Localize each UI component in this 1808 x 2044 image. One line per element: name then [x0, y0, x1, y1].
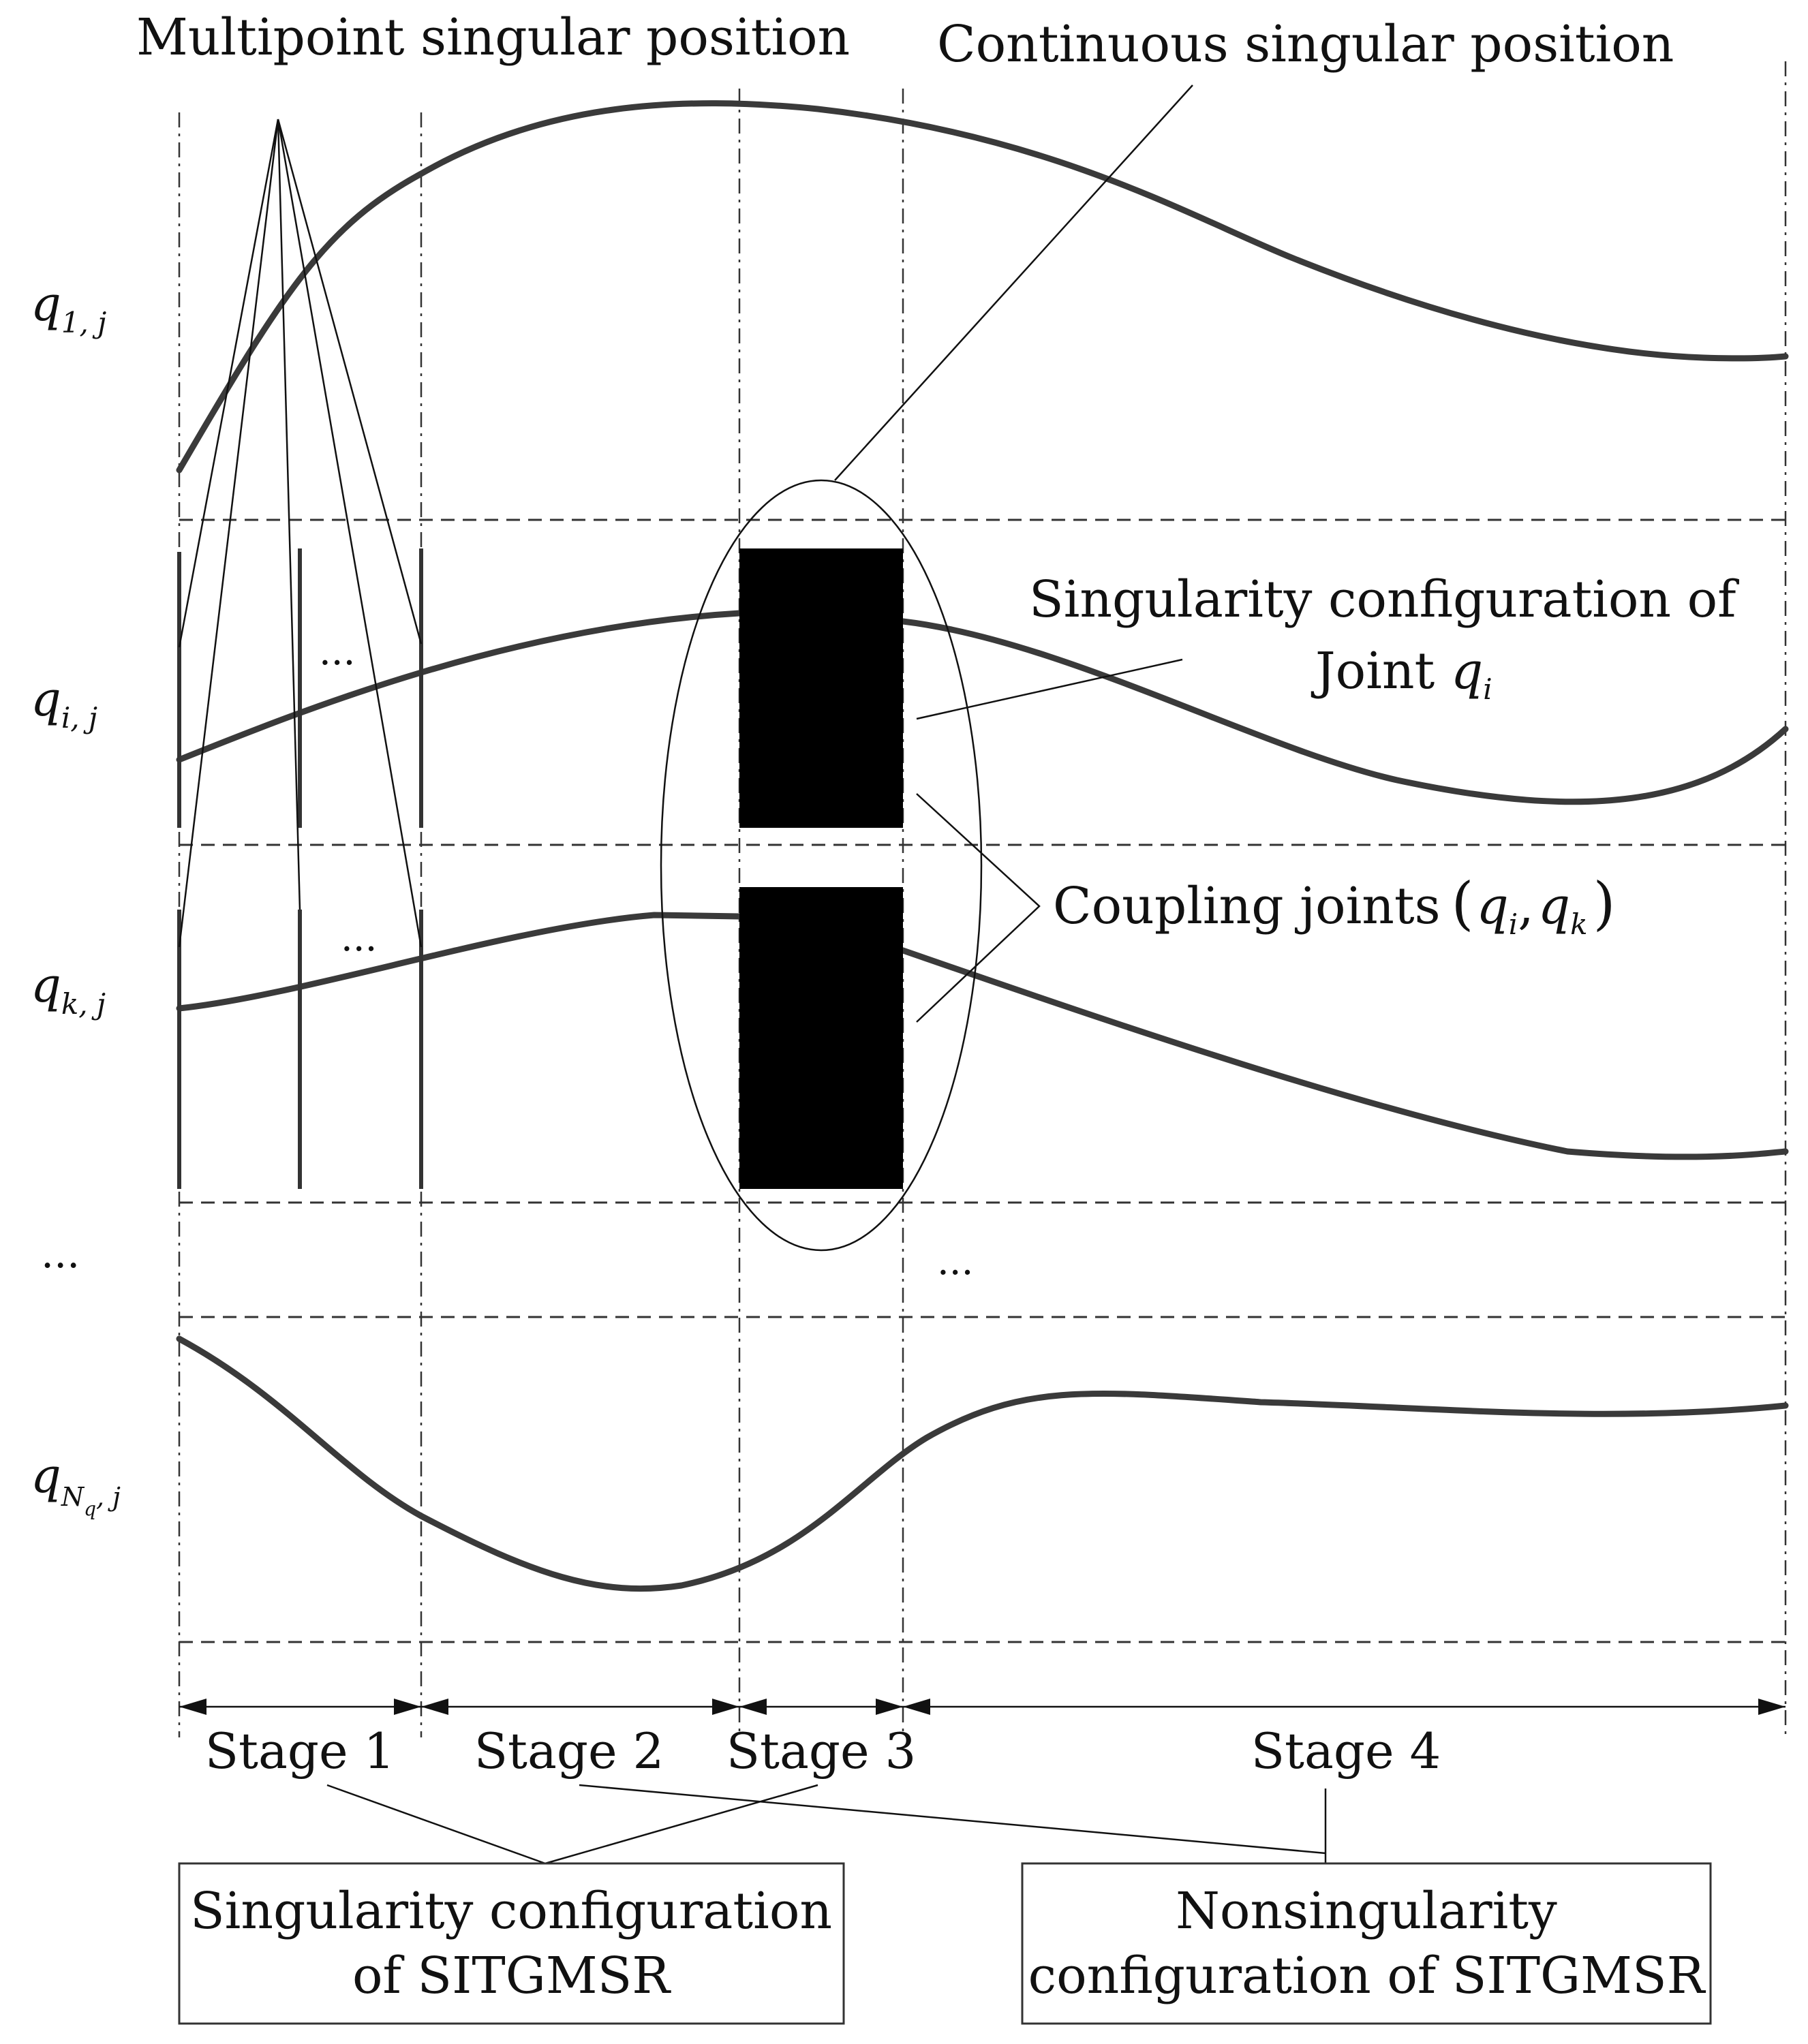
curve-qkj: [176, 912, 1789, 1160]
coupling-annotation: Coupling joints (qi,qk): [1053, 870, 1615, 941]
box-nonsingular: [1021, 1862, 1712, 2025]
stage-4-label: Stage 4: [1251, 1722, 1441, 1780]
stage-3-label: Stage 3: [726, 1722, 917, 1780]
box-singular-line1: Singularity configuration: [190, 1882, 832, 1940]
stage-box-leaders: [326, 1784, 1327, 1865]
singular-block-qi: [739, 548, 903, 828]
title-continuous: Continuous singular position: [937, 15, 1674, 74]
multipoint-leader-lines: [178, 119, 423, 948]
label-q1j: q1, j: [31, 276, 106, 339]
ellipsis-row-k: ...: [341, 916, 377, 960]
row-separators: [179, 518, 1786, 1643]
curve-qNqj: [176, 1335, 1789, 1592]
label-row-ellipsis: ...: [41, 1230, 80, 1278]
ellipsis-center: ...: [937, 1239, 973, 1284]
box-nonsingular-line2: configuration of SITGMSR: [1028, 1947, 1706, 2005]
stage-2-label: Stage 2: [474, 1722, 664, 1780]
label-qkj: qk, j: [31, 957, 106, 1021]
curve-q1j: [176, 100, 1789, 474]
continuous-leader: [834, 84, 1193, 481]
box-singular: [178, 1862, 845, 2025]
singular-block-qk: [739, 887, 903, 1189]
box-singular-line2: of SITGMSR: [352, 1947, 671, 2005]
label-qij: qi, j: [31, 671, 97, 734]
label-qNqj: qNq, j: [31, 1448, 121, 1520]
curve-qij: [176, 610, 1789, 805]
joint-annotation-line2: Joint qi: [1311, 642, 1492, 706]
stage-1-label: Stage 1: [205, 1722, 395, 1780]
multipoint-ticks: [177, 548, 423, 1189]
coupling-leader: [916, 793, 1041, 1023]
continuous-singular-ellipse: [660, 479, 983, 1252]
joint-leader: [916, 658, 1183, 720]
joint-annotation-line1: Singularity configuration of: [1029, 570, 1739, 629]
ellipsis-row-i: ...: [319, 630, 355, 674]
box-nonsingular-line1: Nonsingularity: [1176, 1882, 1557, 1940]
title-multipoint: Multipoint singular position: [136, 8, 850, 67]
